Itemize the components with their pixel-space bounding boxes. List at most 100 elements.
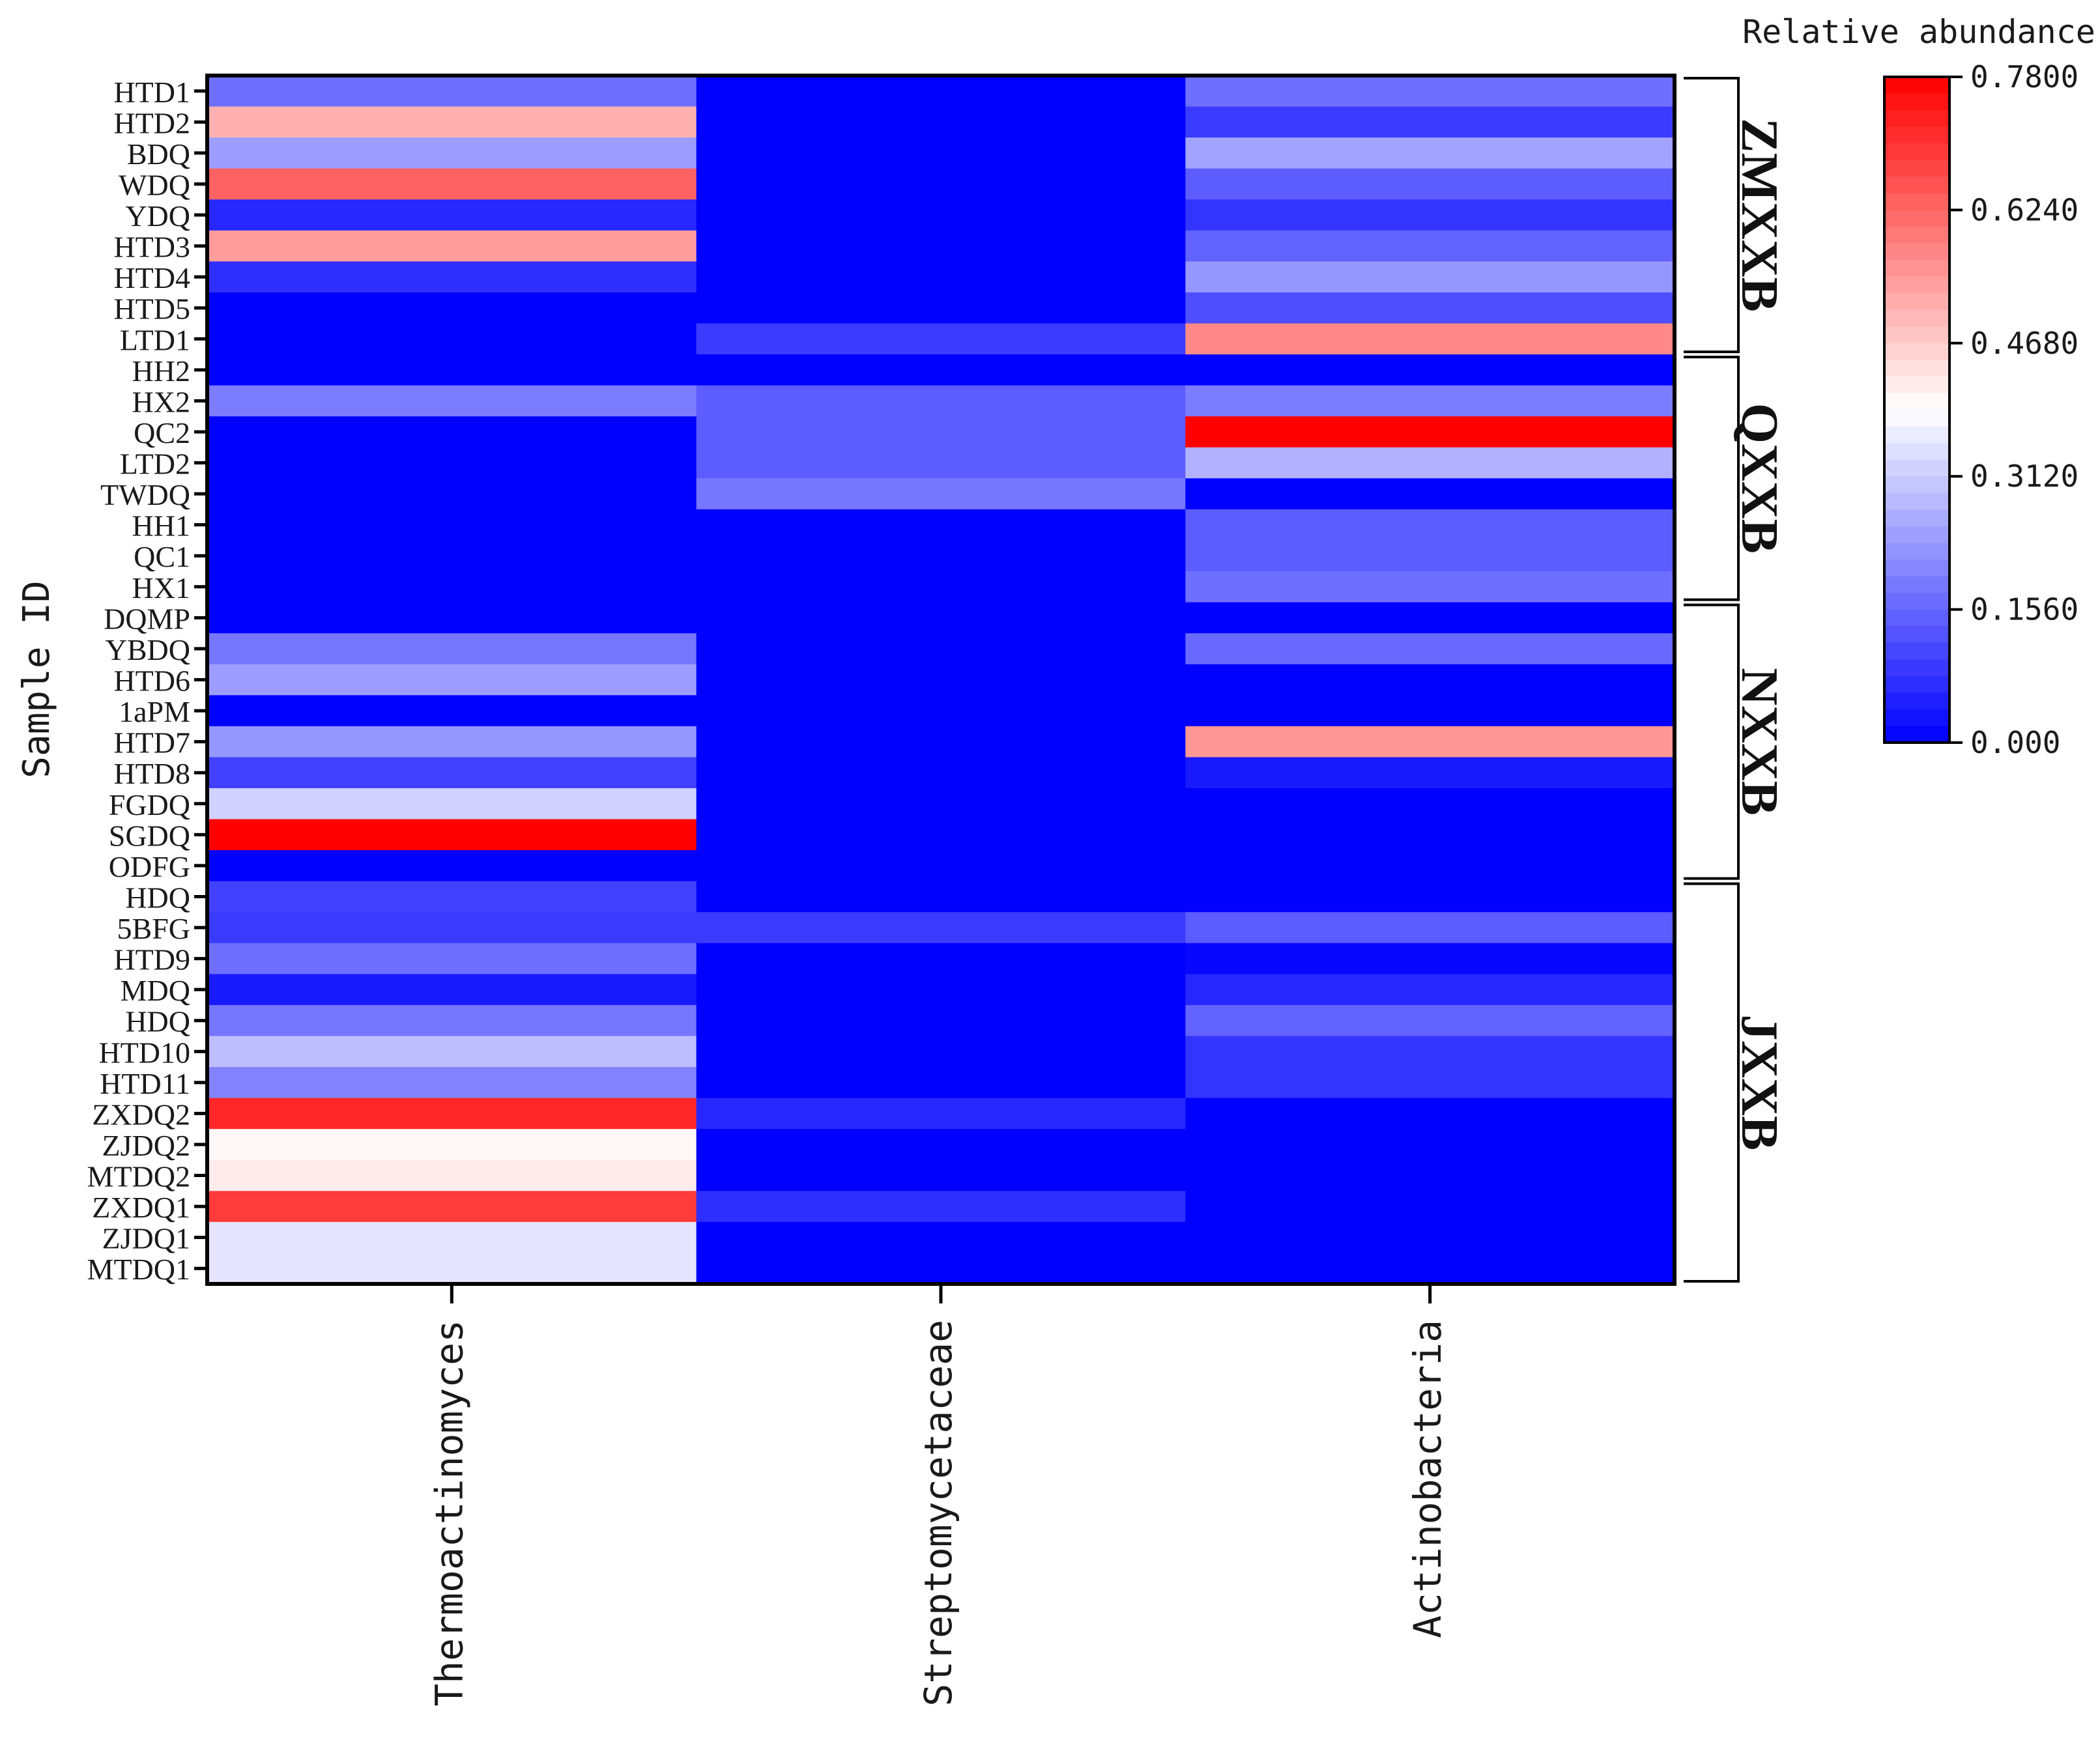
- row-label: LTD2: [120, 448, 190, 481]
- colorbar-step: [1884, 559, 1949, 577]
- colorbar-step: [1884, 343, 1949, 360]
- colorbar-step: [1884, 675, 1949, 693]
- heatmap-cell: [207, 726, 697, 758]
- group-brackets: ZMXXB QXXB NXXB JXXB: [1684, 77, 1788, 1283]
- row-label: BDQ: [127, 137, 190, 171]
- row-label: SGDQ: [109, 819, 190, 852]
- colorbar-step: [1884, 77, 1949, 94]
- y-axis-label: Sample ID: [16, 580, 58, 778]
- heatmap-cell: [1185, 1159, 1675, 1191]
- colorbar-tick-label: 0.6240: [1970, 192, 2078, 227]
- column-label: Thermoactinomyces: [427, 1320, 471, 1707]
- row-label: HTD2: [113, 106, 190, 139]
- colorbar-step: [1884, 93, 1949, 111]
- heatmap-cell: [696, 1036, 1186, 1068]
- heatmap-cell: [207, 602, 697, 634]
- heatmap-cell: [207, 106, 697, 138]
- colorbar-step: [1884, 476, 1949, 494]
- heatmap-cell: [1185, 571, 1675, 603]
- heatmap-cell: [1185, 881, 1675, 913]
- colorbar-step: [1884, 260, 1949, 277]
- heatmap-cell: [1185, 106, 1675, 138]
- heatmap-cell: [1185, 1221, 1675, 1254]
- column-ticks: [450, 1284, 1432, 1303]
- heatmap-cell: [696, 1067, 1186, 1099]
- row-label: HTD9: [113, 943, 190, 976]
- row-label: LTD1: [120, 323, 190, 356]
- colorbar-step: [1884, 110, 1949, 128]
- heatmap-cell: [696, 1098, 1186, 1130]
- heatmap-cell: [207, 1129, 697, 1161]
- heatmap-cell: [1185, 76, 1675, 107]
- colorbar-tick-label: 0.1560: [1970, 592, 2078, 627]
- colorbar-step: [1884, 210, 1949, 227]
- heatmap-cell: [696, 509, 1186, 541]
- heatmap-cell: [696, 881, 1186, 913]
- heatmap-cell: [696, 974, 1186, 1006]
- column-label: Actinobacteria: [1405, 1320, 1450, 1638]
- heatmap-cell: [696, 695, 1186, 727]
- heatmap-cell: [696, 1191, 1186, 1223]
- heatmap-cell: [696, 1004, 1186, 1037]
- row-label: WDQ: [119, 168, 190, 201]
- heatmap-cell: [207, 1004, 697, 1037]
- heatmap-cell: [696, 819, 1186, 851]
- colorbar-step: [1884, 426, 1949, 444]
- colorbar-step: [1884, 443, 1949, 461]
- heatmap-cell: [1185, 1191, 1675, 1223]
- colorbar-step: [1884, 309, 1949, 327]
- heatmap-cell: [1185, 230, 1675, 262]
- row-label: HX2: [132, 385, 190, 418]
- heatmap-cell: [1185, 757, 1675, 789]
- row-ticks: [194, 89, 207, 1270]
- heatmap-cell: [696, 788, 1186, 820]
- colorbar-step: [1884, 492, 1949, 510]
- heatmap-cell: [696, 106, 1186, 138]
- heatmap-cell: [207, 416, 697, 448]
- heatmap-cell: [207, 1036, 697, 1068]
- heatmap-cell: [207, 230, 697, 262]
- heatmap-cell: [696, 76, 1186, 107]
- heatmap-cell: [1185, 199, 1675, 231]
- heatmap-cell: [696, 602, 1186, 634]
- heatmap-cell: [696, 199, 1186, 231]
- heatmap-cell: [207, 788, 697, 820]
- heatmap-cell: [207, 385, 697, 417]
- colorbar-step: [1884, 293, 1949, 311]
- colorbar: 0.7800 0.6240 0.4680 0.3120 0.1560 0.000: [1883, 59, 2078, 760]
- heatmap-cell: [1185, 1004, 1675, 1037]
- heatmap-cell: [207, 540, 697, 572]
- row-label: QC1: [134, 540, 190, 573]
- colorbar-tick-label: 0.000: [1970, 725, 2060, 760]
- heatmap-cell: [207, 76, 697, 107]
- heatmap-cell: [1185, 509, 1675, 541]
- heatmap-cell: [207, 757, 697, 789]
- heatmap-cell: [207, 850, 697, 882]
- colorbar-tick-label: 0.3120: [1970, 459, 2078, 494]
- heatmap-cell: [696, 1129, 1186, 1161]
- heatmap-cell: [207, 1159, 697, 1191]
- group-label: NXXB: [1731, 668, 1788, 816]
- colorbar-tick-label: 0.7800: [1970, 59, 2078, 94]
- row-label: HTD10: [98, 1036, 190, 1069]
- heatmap-cell: [1185, 633, 1675, 665]
- heatmap-cell: [696, 385, 1186, 417]
- group-label: JXXB: [1731, 1014, 1788, 1150]
- heatmap-cell: [696, 416, 1186, 448]
- heatmap-cells: [207, 76, 1675, 1285]
- heatmap-cell: [1185, 447, 1675, 479]
- heatmap-cell: [207, 261, 697, 293]
- heatmap-cell: [696, 757, 1186, 789]
- row-label: HX1: [132, 571, 190, 604]
- heatmap-cell: [207, 1067, 697, 1099]
- row-label: QC2: [134, 416, 190, 449]
- heatmap-cell: [696, 1253, 1186, 1285]
- colorbar-step: [1884, 193, 1949, 210]
- colorbar-step: [1884, 243, 1949, 261]
- heatmap-cell: [1185, 974, 1675, 1006]
- row-label: ODFG: [109, 850, 190, 883]
- group-bracket: [1684, 882, 1740, 1283]
- colorbar-step: [1884, 626, 1949, 644]
- colorbar-step: [1884, 576, 1949, 593]
- colorbar-step: [1884, 642, 1949, 660]
